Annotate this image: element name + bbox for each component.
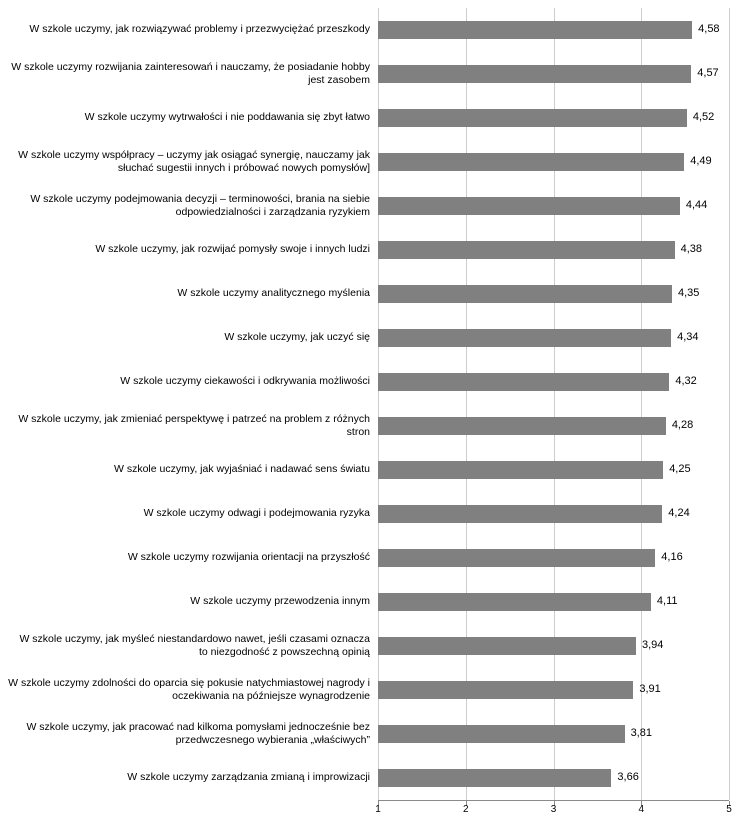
bar-label: W szkole uczymy analitycznego myślenia: [8, 287, 378, 300]
bar-area: 4,25: [378, 448, 729, 492]
bar-label: W szkole uczymy zarządzania zmianą i imp…: [8, 771, 378, 784]
bar-value: 4,52: [693, 111, 714, 123]
bar-label: W szkole uczymy rozwijania orientacji na…: [8, 551, 378, 564]
horizontal-bar-chart: W szkole uczymy, jak rozwiązywać problem…: [8, 8, 729, 816]
bar-value: 3,91: [639, 683, 660, 695]
bar: [378, 637, 636, 655]
bar-label: W szkole uczymy wytrwałości i nie poddaw…: [8, 111, 378, 124]
bar: [378, 109, 687, 127]
bar-label: W szkole uczymy, jak wyjaśniać i nadawać…: [8, 463, 378, 476]
bar-label: W szkole uczymy współpracy – uczymy jak …: [8, 149, 378, 175]
bar: [378, 329, 671, 347]
bar-area: 3,91: [378, 668, 729, 712]
bar-label: W szkole uczymy odwagi i podejmowania ry…: [8, 507, 378, 520]
bar-area: 4,24: [378, 492, 729, 536]
bar: [378, 769, 611, 787]
chart-row: W szkole uczymy zdolności do oparcia się…: [8, 668, 729, 712]
bar-value: 4,28: [672, 419, 693, 431]
bar-label: W szkole uczymy podejmowania decyzji – t…: [8, 193, 378, 219]
chart-row: W szkole uczymy zarządzania zmianą i imp…: [8, 756, 729, 800]
bar-value: 3,94: [642, 639, 663, 651]
bar-label: W szkole uczymy rozwijania zainteresowań…: [8, 61, 378, 87]
bar-label: W szkole uczymy, jak myśleć niestandardo…: [8, 633, 378, 659]
chart-row: W szkole uczymy, jak rozwiązywać problem…: [8, 8, 729, 52]
x-tick-label: 4: [638, 804, 644, 815]
bar-label: W szkole uczymy, jak zmieniać perspektyw…: [8, 413, 378, 439]
chart-row: W szkole uczymy rozwijania zainteresowań…: [8, 52, 729, 96]
bar-area: 4,57: [378, 52, 729, 96]
bar: [378, 681, 633, 699]
chart-rows: W szkole uczymy, jak rozwiązywać problem…: [8, 8, 729, 800]
bar-label: W szkole uczymy, jak rozwiązywać problem…: [8, 23, 378, 36]
x-axis: 1 2 3 4 5: [8, 800, 729, 816]
chart-row: W szkole uczymy przewodzenia innym 4,11: [8, 580, 729, 624]
chart-row: W szkole uczymy wytrwałości i nie poddaw…: [8, 96, 729, 140]
chart-row: W szkole uczymy odwagi i podejmowania ry…: [8, 492, 729, 536]
chart-row: W szkole uczymy ciekawości i odkrywania …: [8, 360, 729, 404]
bar-value: 4,38: [681, 243, 702, 255]
bar: [378, 373, 669, 391]
bar-label: W szkole uczymy przewodzenia innym: [8, 595, 378, 608]
bar-area: 3,94: [378, 624, 729, 668]
bar-value: 4,58: [698, 23, 719, 35]
chart-row: W szkole uczymy, jak uczyć się 4,34: [8, 316, 729, 360]
bar: [378, 593, 651, 611]
bar-value: 4,57: [697, 67, 718, 79]
bar-area: 4,52: [378, 96, 729, 140]
bar-label: W szkole uczymy, jak rozwijać pomysły sw…: [8, 243, 378, 256]
x-tick-label: 2: [463, 804, 469, 815]
chart-row: W szkole uczymy analitycznego myślenia 4,…: [8, 272, 729, 316]
bar: [378, 285, 672, 303]
chart-row: W szkole uczymy, jak rozwijać pomysły sw…: [8, 228, 729, 272]
bar-value: 4,25: [669, 463, 690, 475]
bar-label: W szkole uczymy, jak pracować nad kilkom…: [8, 721, 378, 747]
bar-value: 4,32: [675, 375, 696, 387]
bar: [378, 725, 625, 743]
bar-area: 4,35: [378, 272, 729, 316]
bar: [378, 417, 666, 435]
bar-label: W szkole uczymy zdolności do oparcia się…: [8, 677, 378, 703]
bar-value: 3,81: [631, 727, 652, 739]
chart-row: W szkole uczymy, jak zmieniać perspektyw…: [8, 404, 729, 448]
bar: [378, 461, 663, 479]
bar-value: 4,24: [668, 507, 689, 519]
bar-area: 4,28: [378, 404, 729, 448]
bar: [378, 241, 675, 259]
bar: [378, 549, 655, 567]
chart-row: W szkole uczymy, jak pracować nad kilkom…: [8, 712, 729, 756]
bar-area: 4,49: [378, 140, 729, 184]
x-tick-label: 3: [551, 804, 557, 815]
bar-value: 4,11: [657, 595, 678, 607]
chart-row: W szkole uczymy, jak wyjaśniać i nadawać…: [8, 448, 729, 492]
x-tick-label: 5: [726, 804, 732, 815]
bar: [378, 65, 691, 83]
chart-row: W szkole uczymy podejmowania decyzji – t…: [8, 184, 729, 228]
chart-row: W szkole uczymy, jak myśleć niestandardo…: [8, 624, 729, 668]
bar-value: 4,35: [678, 287, 699, 299]
bar-area: 4,34: [378, 316, 729, 360]
bar-value: 4,49: [690, 155, 711, 167]
bar-label: W szkole uczymy ciekawości i odkrywania …: [8, 375, 378, 388]
bar-value: 4,44: [686, 199, 707, 211]
bar-area: 4,32: [378, 360, 729, 404]
bar-area: 4,38: [378, 228, 729, 272]
bar-value: 4,34: [677, 331, 698, 343]
bar-value: 4,16: [661, 551, 682, 563]
bar-area: 4,11: [378, 580, 729, 624]
bar-area: 3,66: [378, 756, 729, 800]
bar-value: 3,66: [617, 771, 638, 783]
bar: [378, 197, 680, 215]
bar-area: 3,81: [378, 712, 729, 756]
chart-row: W szkole uczymy współpracy – uczymy jak …: [8, 140, 729, 184]
bar: [378, 21, 692, 39]
bar-area: 4,58: [378, 8, 729, 52]
bar: [378, 153, 684, 171]
x-tick-label: 1: [375, 804, 381, 815]
bar-area: 4,16: [378, 536, 729, 580]
bar-label: W szkole uczymy, jak uczyć się: [8, 331, 378, 344]
bar: [378, 505, 662, 523]
chart-row: W szkole uczymy rozwijania orientacji na…: [8, 536, 729, 580]
bar-area: 4,44: [378, 184, 729, 228]
